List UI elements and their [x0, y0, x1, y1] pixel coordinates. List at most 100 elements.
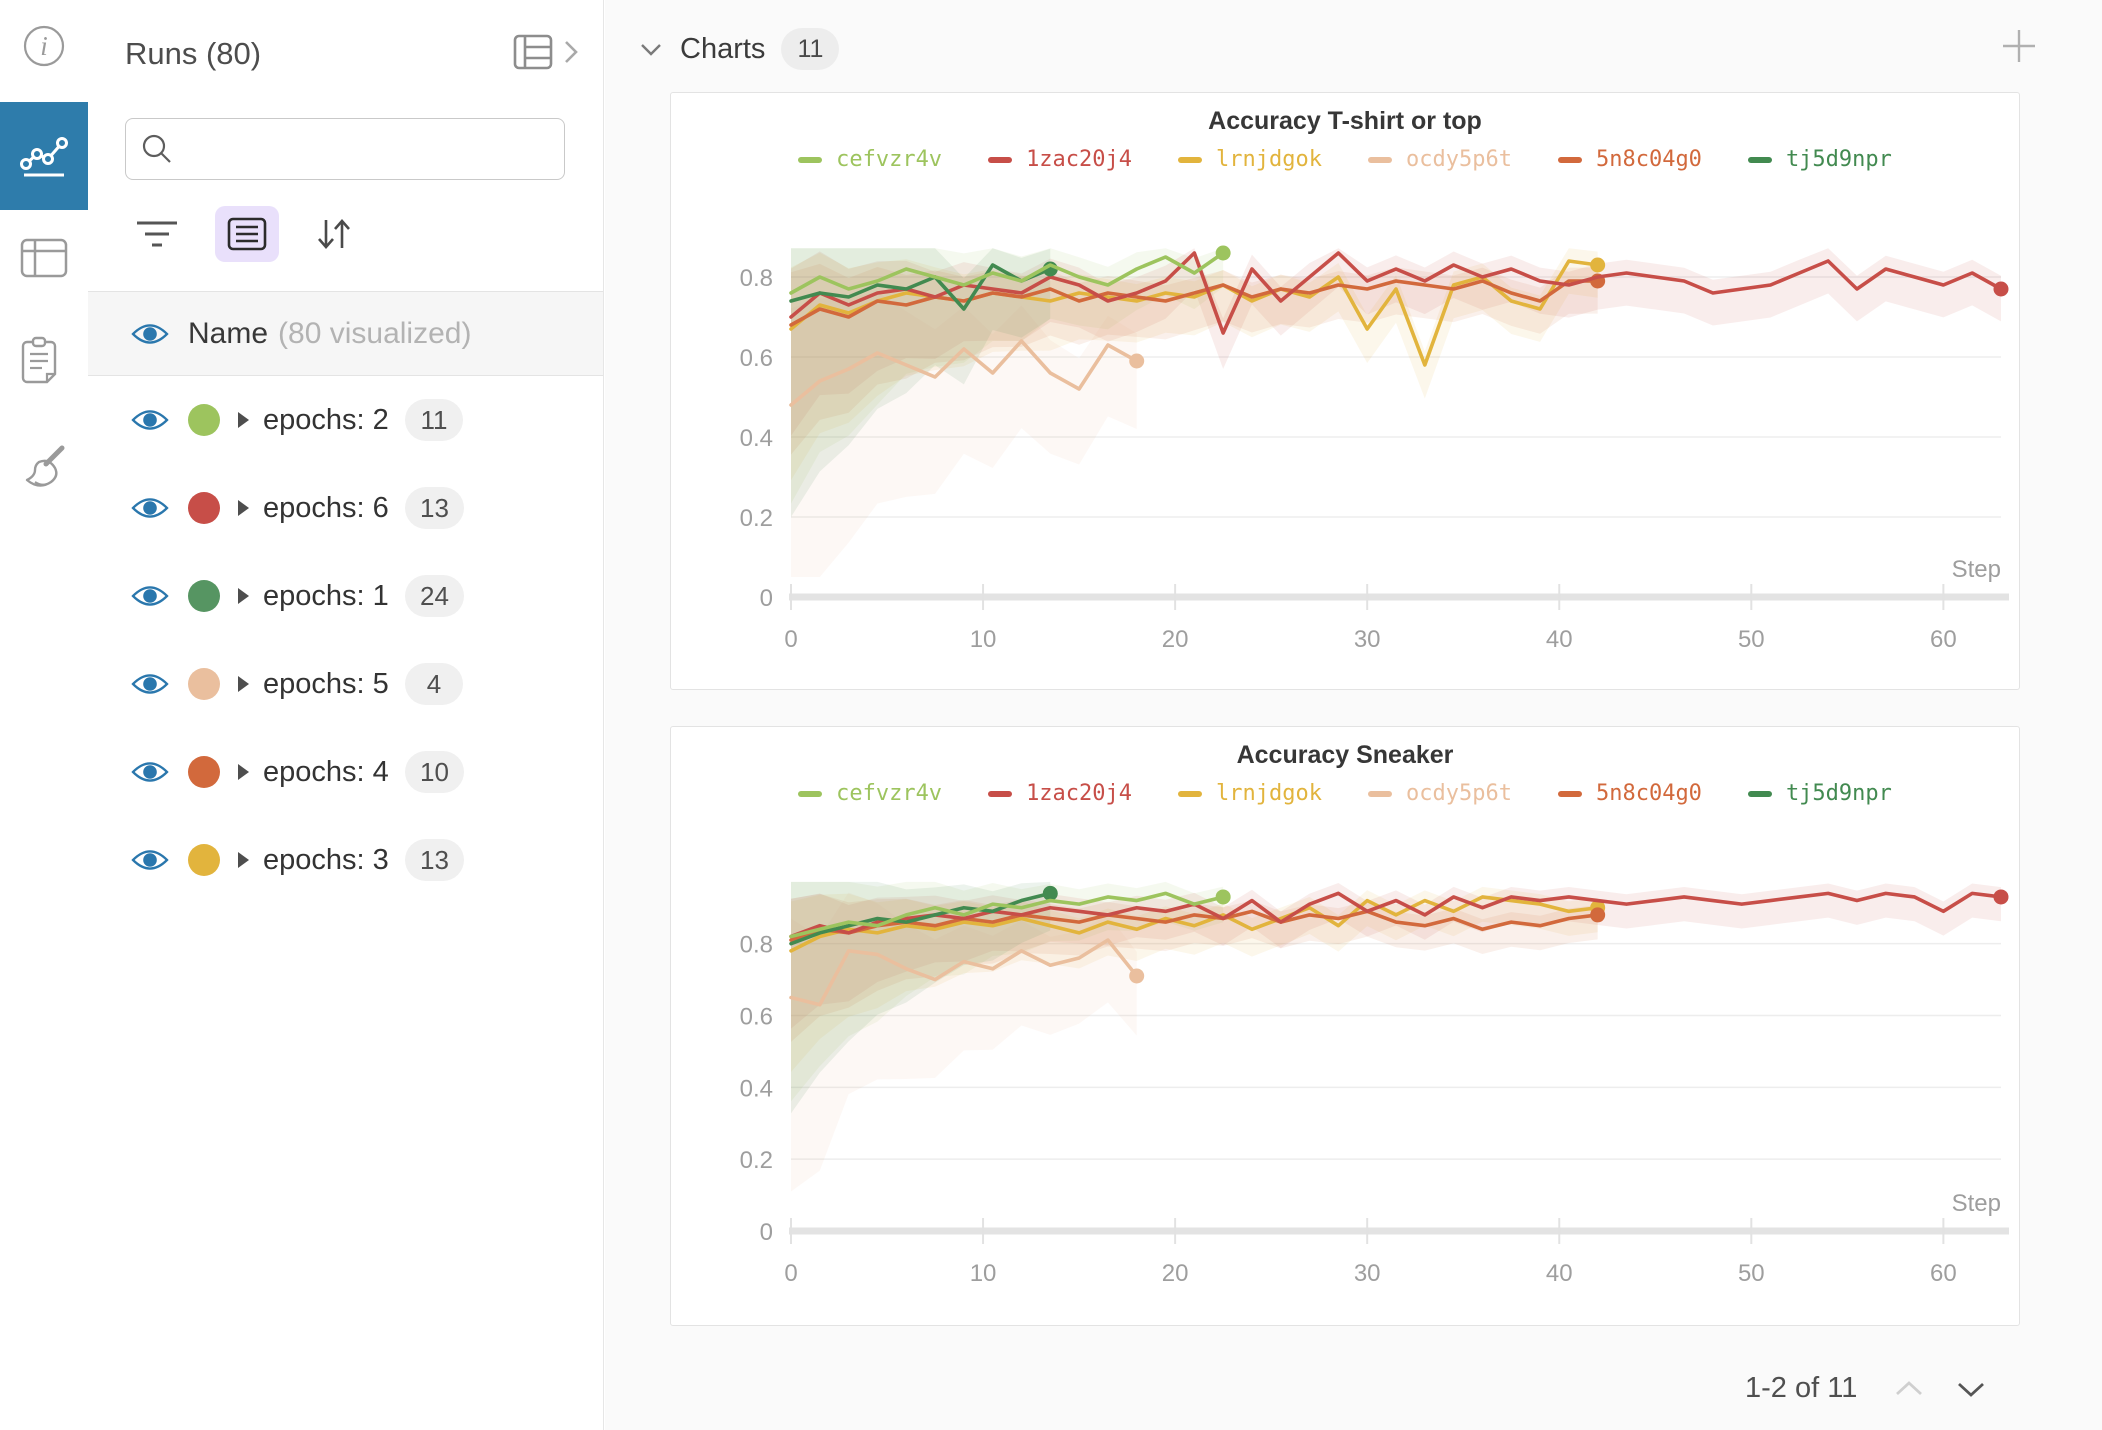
legend-run-name: lrnjdgok: [1216, 781, 1322, 806]
run-group-row[interactable]: epochs: 3 13: [88, 816, 603, 904]
legend-item-lrnjdgok[interactable]: lrnjdgok: [1178, 147, 1322, 172]
series-band-cefvzr4v: [791, 881, 1224, 1102]
caret-right-icon[interactable]: [238, 852, 249, 868]
run-group-row[interactable]: epochs: 1 24: [88, 552, 603, 640]
series-end-dot-5n8c04g0: [1590, 907, 1606, 923]
chart-card[interactable]: Accuracy T-shirt or top cefvzr4v 1zac20j4…: [670, 92, 2020, 690]
legend-item-tj5d9npr[interactable]: tj5d9npr: [1747, 781, 1892, 806]
svg-text:10: 10: [970, 626, 997, 653]
series-end-dot-lrnjdgok: [1590, 257, 1606, 273]
plus-icon: [2003, 30, 2035, 62]
sort-runs-button[interactable]: [313, 214, 355, 254]
chart-title: Accuracy T-shirt or top: [1208, 107, 1482, 135]
group-runs-button[interactable]: [215, 206, 279, 262]
legend-swatch: [1178, 790, 1203, 797]
legend-item-5n8c04g0[interactable]: 5n8c04g0: [1557, 147, 1702, 172]
left-icon-rail: i: [0, 0, 89, 1430]
caret-right-icon[interactable]: [238, 500, 249, 516]
run-group-label: epochs: 4: [263, 755, 389, 788]
eye-icon[interactable]: [130, 582, 170, 610]
legend-item-tj5d9npr[interactable]: tj5d9npr: [1747, 147, 1892, 172]
charts-tab-active[interactable]: [0, 102, 88, 210]
filter-runs-button[interactable]: [133, 216, 181, 252]
info-tab[interactable]: i: [0, 8, 88, 84]
svg-text:50: 50: [1738, 626, 1765, 653]
series-end-dot-tj5d9npr: [1042, 885, 1058, 901]
visualized-row-label: Name: [188, 316, 269, 350]
svg-text:0: 0: [760, 585, 773, 612]
legend-item-1zac20j4[interactable]: 1zac20j4: [988, 147, 1132, 172]
charts-section-header[interactable]: Charts 11: [638, 28, 840, 70]
svg-text:0: 0: [784, 1260, 797, 1287]
chart-plot: 0.8 0.6 0.4 0.2 00 10 20 30 40 50 60 Step: [740, 245, 2009, 653]
eye-icon[interactable]: [130, 758, 170, 786]
chevron-up-icon: [1896, 1380, 1923, 1395]
eye-icon[interactable]: [130, 320, 170, 348]
legend-item-5n8c04g0[interactable]: 5n8c04g0: [1557, 781, 1702, 806]
caret-right-icon[interactable]: [238, 764, 249, 780]
add-panel-button[interactable]: [1995, 22, 2043, 70]
svg-text:20: 20: [1162, 1260, 1189, 1287]
legend-run-name: cefvzr4v: [836, 147, 943, 172]
visualized-header-row[interactable]: Name (80 visualized): [88, 291, 603, 376]
table-icon: [20, 238, 68, 278]
series-end-dot-ocdy5p6t: [1129, 353, 1145, 369]
series-line-ocdy5p6t: [789, 339, 1139, 407]
svg-text:0.6: 0.6: [740, 345, 773, 372]
sort-icon: [318, 219, 350, 249]
run-color-dot: [188, 580, 220, 612]
legend-item-cefvzr4v[interactable]: cefvzr4v: [798, 781, 942, 806]
legend-item-ocdy5p6t[interactable]: ocdy5p6t: [1368, 781, 1512, 806]
series-line-ocdy5p6t: [789, 938, 1139, 1007]
legend-swatch: [798, 790, 823, 797]
logs-tab[interactable]: [0, 322, 88, 398]
run-group-row[interactable]: epochs: 4 10: [88, 728, 603, 816]
legend-run-name: lrnjdgok: [1216, 147, 1322, 172]
legend-item-cefvzr4v[interactable]: cefvzr4v: [798, 147, 942, 172]
search-icon: [142, 134, 171, 163]
series-band-cefvzr4v: [791, 248, 1224, 504]
run-count-badge: 24: [405, 575, 464, 617]
run-group-row[interactable]: epochs: 2 11: [88, 376, 603, 464]
chart-legend: cefvzr4v 1zac20j4 lrnjdgok ocdy5p6t 5n8c04g0…: [671, 781, 2019, 806]
expand-runs-table-button[interactable]: [513, 32, 581, 72]
legend-run-name: ocdy5p6t: [1406, 147, 1512, 172]
run-group-label: epochs: 2: [263, 403, 389, 436]
chevron-down-icon[interactable]: [638, 36, 664, 62]
charts-pagination: 1-2 of 11: [1745, 1372, 1989, 1405]
legend-swatch: [798, 156, 823, 163]
eye-icon[interactable]: [130, 846, 170, 874]
run-color-dot: [188, 404, 220, 436]
legend-item-ocdy5p6t[interactable]: ocdy5p6t: [1368, 147, 1512, 172]
run-group-row[interactable]: epochs: 5 4: [88, 640, 603, 728]
runs-tools-row: [133, 206, 355, 262]
run-group-row[interactable]: epochs: 6 13: [88, 464, 603, 552]
eye-icon[interactable]: [130, 494, 170, 522]
table-tab[interactable]: [0, 220, 88, 296]
chart-card[interactable]: Accuracy Sneaker cefvzr4v 1zac20j4 lrnjdgo…: [670, 726, 2020, 1326]
svg-text:40: 40: [1546, 626, 1573, 653]
chart-legend: cefvzr4v 1zac20j4 lrnjdgok ocdy5p6t 5n8c04g0…: [671, 147, 2019, 172]
eye-icon[interactable]: [130, 670, 170, 698]
series-line-5n8c04g0: [789, 279, 1600, 327]
svg-text:60: 60: [1930, 626, 1957, 653]
runs-search-input[interactable]: [184, 128, 564, 170]
legend-swatch: [1368, 156, 1392, 163]
legend-item-1zac20j4[interactable]: 1zac20j4: [988, 781, 1132, 806]
pagination-next-button[interactable]: [1953, 1376, 1989, 1402]
legend-run-name: tj5d9npr: [1785, 147, 1892, 172]
svg-text:0.6: 0.6: [740, 1003, 773, 1030]
caret-right-icon[interactable]: [238, 412, 249, 428]
sweeps-tab[interactable]: [0, 430, 88, 506]
pagination-prev-button[interactable]: [1891, 1376, 1927, 1402]
caret-right-icon[interactable]: [238, 676, 249, 692]
svg-text:30: 30: [1354, 626, 1381, 653]
legend-run-name: cefvzr4v: [836, 781, 943, 806]
series-end-dot-ocdy5p6t: [1129, 968, 1145, 984]
legend-item-lrnjdgok[interactable]: lrnjdgok: [1178, 781, 1322, 806]
eye-icon[interactable]: [130, 406, 170, 434]
caret-right-icon[interactable]: [238, 588, 249, 604]
series-band-5n8c04g0: [791, 263, 1598, 455]
chevron-right-icon: [565, 41, 578, 63]
